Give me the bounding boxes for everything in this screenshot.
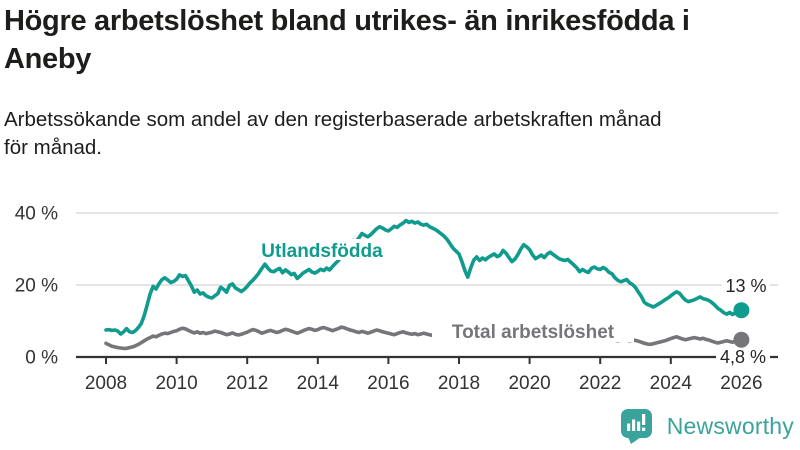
chart-title-line1: Högre arbetslöshet bland utrikes- än inr… bbox=[4, 5, 690, 37]
x-axis-tick-label: 2014 bbox=[297, 373, 340, 394]
x-axis-tick-label: 2018 bbox=[438, 373, 480, 394]
end-label-bg bbox=[722, 275, 770, 296]
end-value-label: 13 % bbox=[725, 276, 766, 296]
series-end-dot bbox=[733, 302, 750, 319]
series-end-dot bbox=[733, 331, 750, 348]
x-axis-tick-label: 2026 bbox=[720, 373, 762, 394]
y-axis-tick-label: 20 % bbox=[15, 276, 58, 297]
newsworthy-logo-text: Newsworthy bbox=[666, 412, 794, 439]
y-axis-tick-label: 40 % bbox=[15, 204, 58, 225]
x-axis-tick-label: 2022 bbox=[579, 373, 621, 394]
end-label-bg bbox=[716, 346, 770, 366]
series-label-bg bbox=[246, 239, 398, 260]
chart-title-line2: Aneby bbox=[4, 43, 92, 75]
newsworthy-logo[interactable]: Newsworthy bbox=[620, 408, 794, 444]
x-axis-tick-label: 2012 bbox=[226, 373, 268, 394]
chart-subtitle-line2: för månad. bbox=[4, 136, 102, 159]
x-axis-tick-label: 2008 bbox=[85, 373, 127, 394]
x-axis-tick-label: 2020 bbox=[508, 373, 550, 394]
series-label-bg bbox=[432, 319, 634, 342]
series-line-utlandsfodda bbox=[104, 218, 744, 336]
chart-subtitle: Arbetssökande som andel av den registerb… bbox=[4, 106, 784, 162]
x-axis-tick-label: 2010 bbox=[155, 373, 197, 394]
y-axis-tick-label: 0 % bbox=[25, 348, 58, 369]
chart-subtitle-line1: Arbetssökande som andel av den registerb… bbox=[4, 108, 662, 131]
chart-title: Högre arbetslöshet bland utrikes- än inr… bbox=[4, 2, 784, 78]
series-label: Total arbetslöshet bbox=[452, 322, 615, 343]
x-axis-tick-label: 2024 bbox=[650, 373, 693, 394]
x-axis-tick-label: 2016 bbox=[367, 373, 409, 394]
newsworthy-logo-icon bbox=[620, 409, 652, 444]
series-label: Utlandsfödda bbox=[261, 241, 383, 262]
end-value-label: 4,8 % bbox=[720, 347, 766, 367]
series-line-total bbox=[104, 325, 744, 351]
